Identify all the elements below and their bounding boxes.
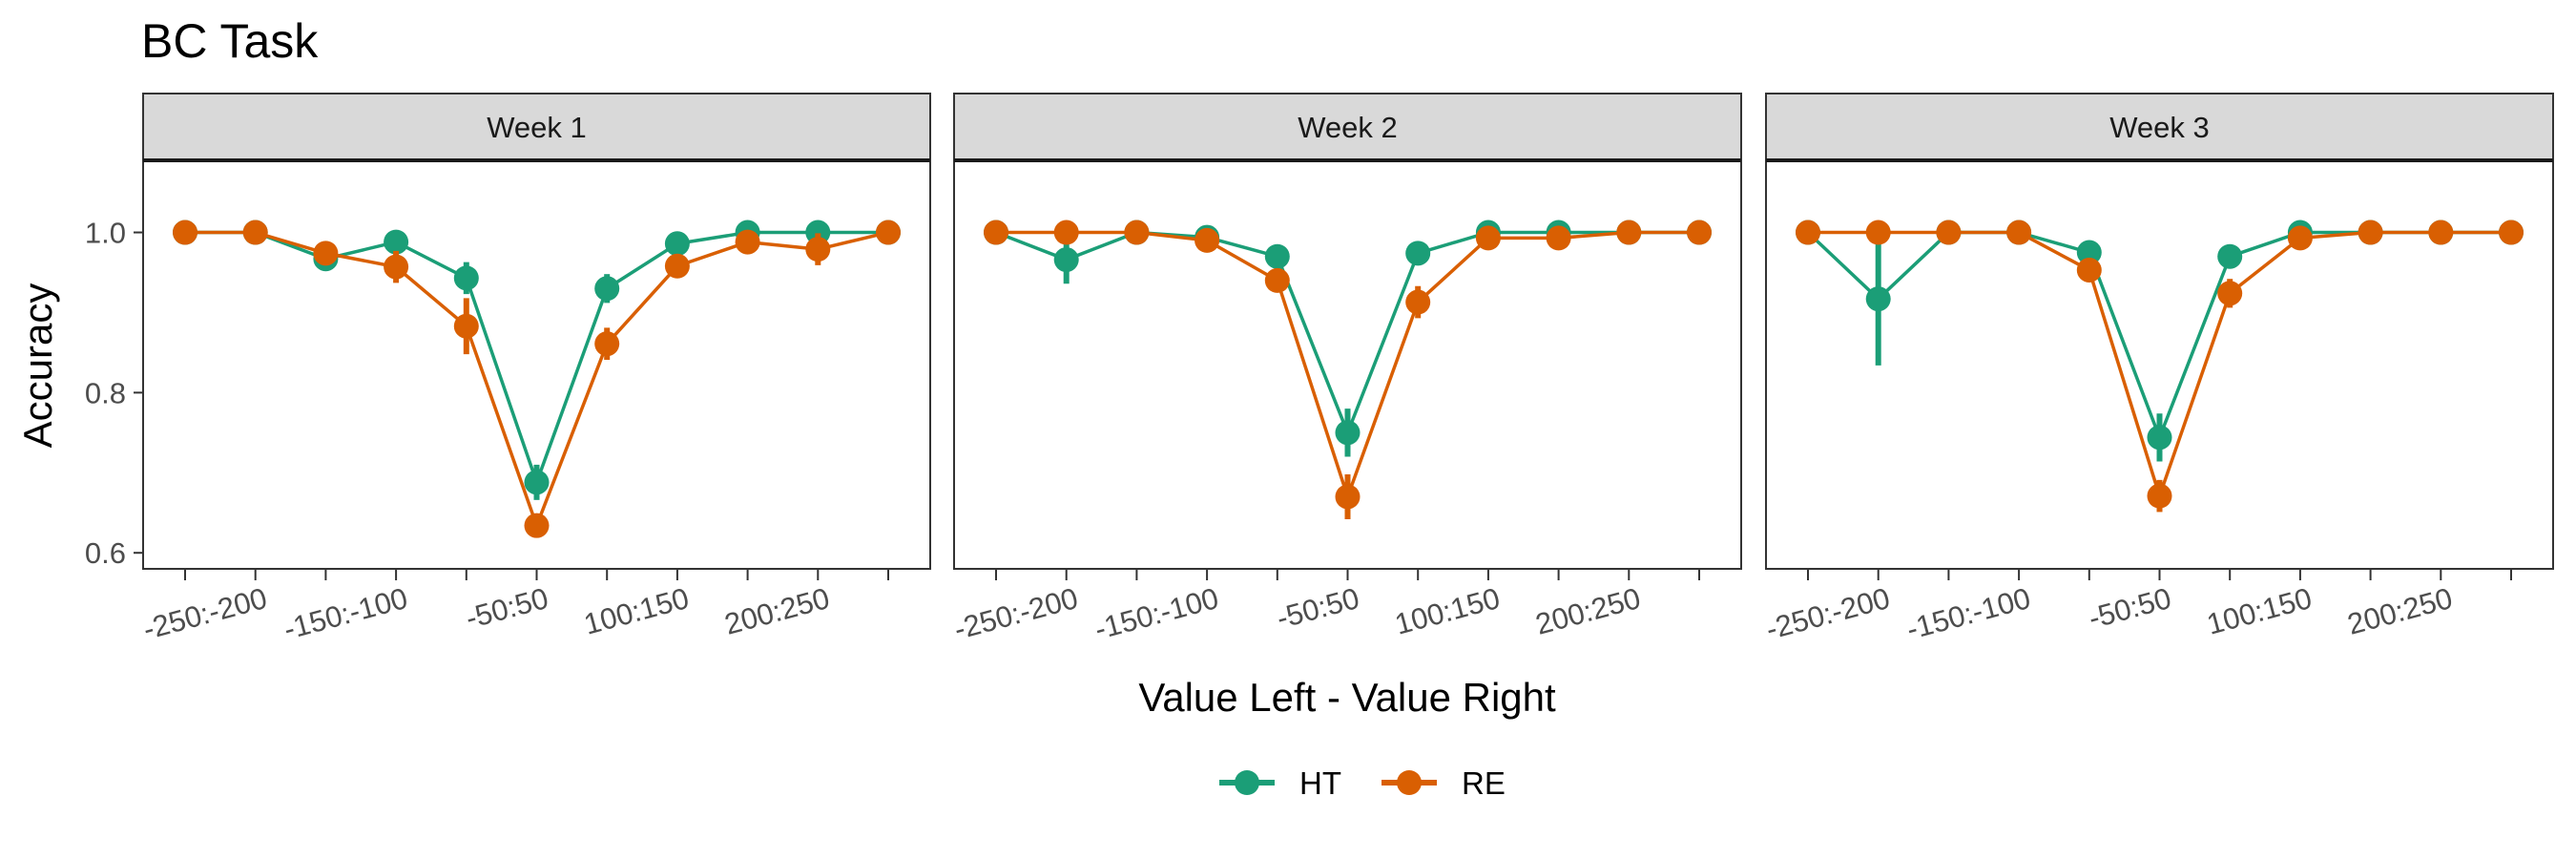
data-point	[1687, 220, 1712, 245]
x-axis-title: Value Left - Value Right	[1138, 675, 1556, 720]
data-point	[2076, 240, 2102, 265]
data-point	[1865, 286, 1891, 312]
legend: HT RE	[1219, 765, 1506, 801]
strip-label: Week 1	[487, 111, 587, 144]
series-re	[1796, 220, 2524, 513]
data-point	[2217, 281, 2243, 306]
data-point	[2076, 257, 2102, 283]
legend-label: RE	[1462, 765, 1506, 801]
strip-background	[142, 93, 931, 161]
data-point	[1053, 220, 1079, 245]
data-point	[1335, 484, 1361, 510]
data-point	[1865, 220, 1891, 245]
x-tick-label: -250:-200	[950, 581, 1081, 646]
data-point	[1335, 420, 1361, 446]
data-point	[594, 276, 620, 302]
data-point	[453, 313, 479, 339]
data-point	[876, 220, 901, 245]
data-point	[2287, 225, 2313, 251]
data-point	[313, 241, 339, 266]
legend-key-point	[1397, 770, 1422, 795]
y-tick-label: 0.8	[85, 376, 126, 409]
data-point	[664, 231, 690, 257]
data-point	[664, 253, 690, 279]
data-point	[524, 470, 550, 495]
x-tick-label: 100:150	[1391, 581, 1503, 641]
x-tick-label: 200:250	[2344, 581, 2456, 641]
data-point	[1195, 227, 1220, 253]
panels: Week 10.60.81.0-250:-200 -150:-100 -50:50 1…	[85, 93, 2554, 646]
series-re	[984, 220, 1712, 519]
data-point	[1936, 220, 1962, 245]
legend-key-point	[1235, 770, 1259, 795]
x-tick-label: -150:-100	[280, 581, 411, 646]
data-point	[2358, 220, 2383, 245]
x-tick-label: -150:-100	[1091, 581, 1222, 646]
data-point	[524, 513, 550, 538]
data-point	[2428, 220, 2454, 245]
data-point	[805, 237, 831, 262]
data-point	[984, 220, 1008, 245]
data-point	[2147, 483, 2172, 509]
x-tick-label: 100:150	[2203, 581, 2315, 641]
data-point	[1264, 267, 1290, 293]
data-point	[2499, 220, 2524, 245]
x-tick-label: 200:250	[721, 581, 833, 641]
data-point	[1405, 241, 1431, 266]
panel-week-2: Week 2 -250:-200 -150:-100 -50:50 100:150 200…	[950, 93, 1742, 646]
data-point	[2147, 425, 2172, 450]
data-point	[1796, 220, 1820, 245]
x-tick-label: 200:250	[1532, 581, 1644, 641]
x-tick-label: -250:-200	[1762, 581, 1893, 646]
x-tick-label: -250:-200	[139, 581, 270, 646]
series-re	[173, 220, 901, 538]
x-tick-label: -50:50	[2085, 581, 2174, 636]
y-tick-label: 1.0	[85, 217, 126, 250]
plot-frame	[142, 159, 931, 570]
strip-label: Week 2	[1298, 111, 1398, 144]
data-point	[735, 229, 760, 255]
chart-title: BC Task	[141, 14, 319, 68]
y-axis-title: Accuracy	[15, 283, 60, 449]
data-point	[1053, 247, 1079, 273]
panel-week-1: Week 1 0.6 0.8 1.0 -250:-200 -150:-100 -50:50 1…	[85, 93, 931, 646]
data-point	[1546, 225, 1571, 251]
data-point	[173, 220, 197, 245]
data-point	[384, 229, 409, 255]
data-point	[2006, 220, 2032, 245]
panel-week-3: Week 3 -250:-200 -150:-100 -50:50 100:150 200…	[1762, 93, 2554, 646]
x-tick-label: -50:50	[462, 581, 551, 636]
legend-item-re: RE	[1381, 765, 1506, 801]
strip-label: Week 3	[2109, 111, 2210, 144]
data-point	[242, 220, 268, 245]
data-point	[2217, 243, 2243, 269]
x-tick-label: 100:150	[580, 581, 692, 641]
x-tick-label: -50:50	[1273, 581, 1362, 636]
legend-label: HT	[1299, 765, 1341, 801]
x-tick-label: -150:-100	[1903, 581, 2034, 646]
data-point	[1616, 220, 1642, 245]
data-point	[384, 254, 409, 280]
data-point	[1264, 243, 1290, 269]
data-point	[594, 331, 620, 357]
data-point	[1405, 289, 1431, 315]
y-tick-label: 0.6	[85, 536, 126, 570]
data-point	[1475, 225, 1501, 251]
strip-background	[953, 93, 1742, 161]
strip-background	[1765, 93, 2554, 161]
legend-item-ht: HT	[1219, 765, 1341, 801]
data-point	[1124, 220, 1150, 245]
data-point	[453, 265, 479, 291]
